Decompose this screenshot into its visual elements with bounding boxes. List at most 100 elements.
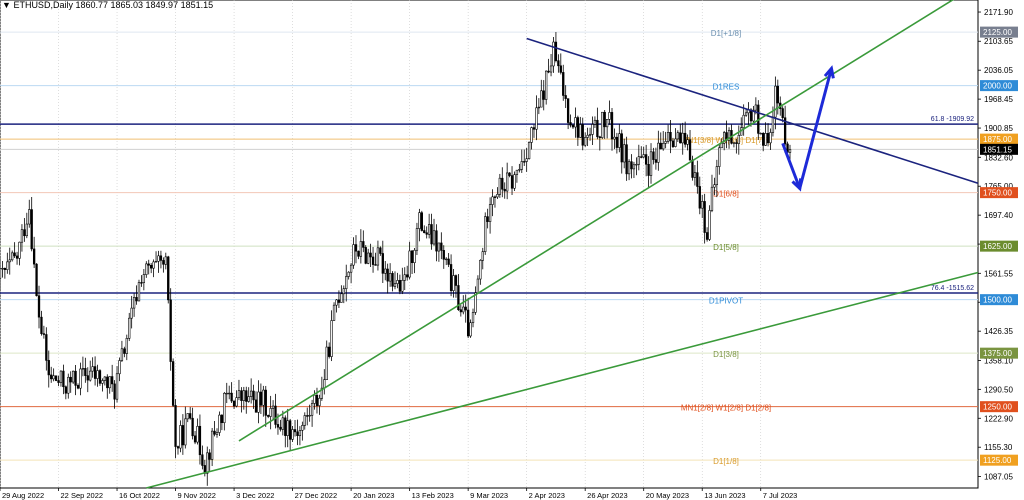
candle <box>762 132 765 146</box>
candle <box>466 309 470 337</box>
candle <box>652 151 655 160</box>
candle <box>349 264 353 273</box>
candle <box>159 255 163 261</box>
candle <box>564 95 567 99</box>
candle <box>442 250 445 260</box>
candle <box>215 432 219 435</box>
candle <box>657 142 660 163</box>
candle <box>464 306 467 311</box>
candle <box>30 209 33 250</box>
candle <box>269 408 272 417</box>
candle <box>766 133 770 144</box>
candle <box>376 247 380 266</box>
candle <box>359 241 363 257</box>
candle <box>125 338 128 354</box>
candle <box>476 278 480 294</box>
candle <box>218 414 221 433</box>
trendline[interactable] <box>526 37 808 130</box>
candle <box>727 130 731 141</box>
candle <box>362 241 365 248</box>
y-tick-label: 1697.40 <box>984 211 1013 220</box>
candle <box>676 132 679 140</box>
candle <box>640 156 643 158</box>
candle <box>186 413 189 420</box>
level-price-tag <box>980 187 1018 199</box>
candle <box>8 259 11 263</box>
candle <box>369 252 372 258</box>
candle <box>664 141 667 144</box>
candle <box>164 256 167 265</box>
level-price-tag-label: 1875.00 <box>983 135 1012 144</box>
candle <box>347 271 350 277</box>
candle <box>415 228 419 251</box>
candle <box>174 405 177 447</box>
candle <box>562 72 565 96</box>
candle <box>601 111 604 138</box>
murrey-level-label: D1[+1/8] <box>711 29 741 38</box>
x-tick-label: 26 Apr 2023 <box>587 491 627 500</box>
candle <box>6 261 9 270</box>
candle <box>237 390 241 398</box>
candle <box>152 261 155 269</box>
candle <box>210 430 214 460</box>
candle <box>113 383 116 400</box>
chart-menu-icon[interactable]: ▼ <box>2 0 11 10</box>
candle <box>28 209 31 225</box>
candle <box>398 280 402 292</box>
candle <box>64 386 67 394</box>
candle <box>715 166 719 186</box>
candle <box>279 426 282 430</box>
candle <box>759 132 762 135</box>
candle <box>613 136 616 140</box>
candle <box>698 186 701 209</box>
level-price-tag-label: 1851.15 <box>983 145 1012 154</box>
candle <box>106 376 109 389</box>
candle <box>162 260 165 265</box>
candle <box>671 140 675 147</box>
candle <box>367 252 370 264</box>
candle <box>625 144 628 175</box>
trendline[interactable] <box>238 89 808 442</box>
candle <box>457 285 460 311</box>
fib-level-label: 61.8 -1909.92 <box>931 116 974 123</box>
candle <box>447 258 450 265</box>
candle <box>571 124 575 128</box>
trendline-extension <box>806 127 979 184</box>
candle <box>220 414 224 424</box>
candle <box>674 138 677 147</box>
candle <box>425 232 428 235</box>
candle <box>225 392 228 395</box>
candle <box>469 322 472 337</box>
candle <box>247 396 250 402</box>
candle <box>325 346 328 380</box>
candle <box>488 204 492 222</box>
trendline[interactable] <box>146 315 808 489</box>
y-tick-label: 1290.50 <box>984 385 1013 394</box>
candle <box>744 112 748 116</box>
candle <box>357 250 360 257</box>
candle <box>111 376 114 385</box>
ohlc-values: 1860.77 1865.03 1849.97 1851.15 <box>75 0 214 10</box>
candle <box>284 417 287 436</box>
candle <box>520 161 523 170</box>
candle <box>783 117 787 145</box>
candle <box>618 133 621 148</box>
candle <box>332 304 336 321</box>
candle <box>708 210 711 240</box>
candle <box>681 132 684 144</box>
candle <box>379 247 382 254</box>
candle <box>57 380 60 383</box>
candle <box>552 41 555 67</box>
projection-arrowhead <box>791 178 803 192</box>
candle <box>491 196 494 205</box>
candle <box>420 212 423 231</box>
level-price-tag-label: 1500.00 <box>983 296 1012 305</box>
candle <box>605 119 609 128</box>
candle <box>406 274 409 278</box>
candle <box>742 114 745 129</box>
candle <box>308 414 311 417</box>
candle <box>145 263 148 275</box>
candle <box>132 297 136 309</box>
